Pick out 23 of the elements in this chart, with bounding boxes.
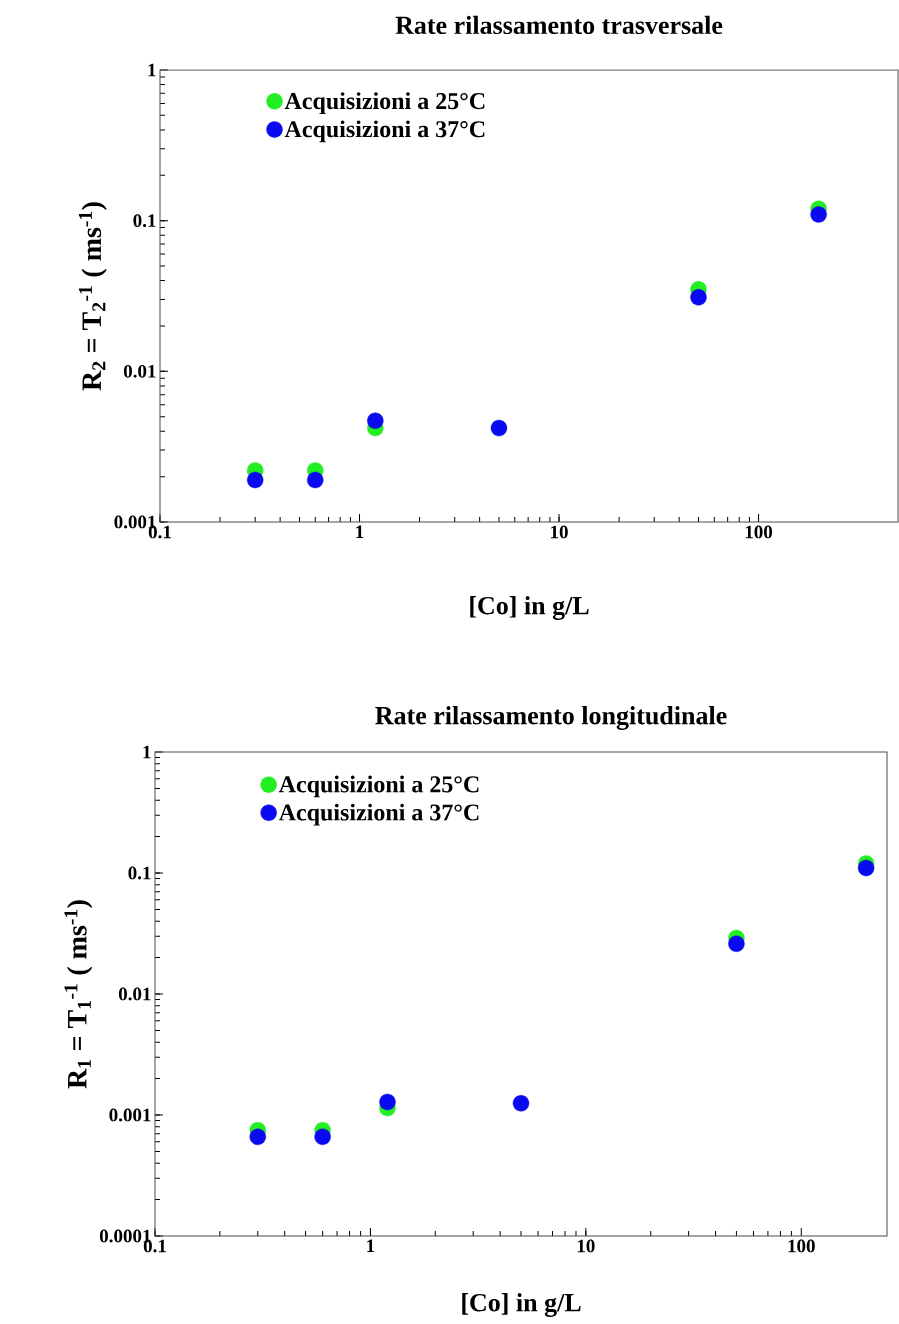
legend-label: Acquisizioni a 37°C xyxy=(284,120,485,143)
x-tick-label: 100 xyxy=(788,1239,815,1253)
y-tick-label: 0.001 xyxy=(109,1108,151,1122)
y-tick-label: 1 xyxy=(143,745,151,759)
y-tick-label: 0.01 xyxy=(123,364,156,378)
legend-label: Acquisizioni a 25°C xyxy=(278,775,479,798)
x-tick-label: 10 xyxy=(577,1239,595,1253)
x-tick-label: 1 xyxy=(356,525,364,539)
chart-title: Rate rilassamento trasversale xyxy=(395,15,723,35)
y-tick-label: 1 xyxy=(148,63,156,77)
x-axis-title: [Co] in g/L xyxy=(470,596,589,620)
y-tick-label: 0.1 xyxy=(128,866,151,880)
x-tick-label: 10 xyxy=(551,525,568,539)
y-axis-title: R$_{1}$ = T$_{1}$$^{-1}$ ( ms$^{-1}$) xyxy=(64,900,93,1089)
legend-label: Acquisizioni a 37°C xyxy=(278,803,479,826)
x-tick-label: 100 xyxy=(745,525,773,539)
y-axis-title: R$_{2}$ = T$_{2}$$^{-1}$ ( ms$^{-1}$) xyxy=(78,202,107,391)
x-axis-title: [Co] in g/L xyxy=(462,1293,581,1317)
x-tick-label: 1 xyxy=(367,1239,375,1253)
chart-title: Rate rilassamento longitudinale xyxy=(375,706,727,730)
y-tick-label: 0.1 xyxy=(133,214,156,228)
legend-label: Acquisizioni a 25°C xyxy=(284,92,485,115)
y-tick-label: 0.01 xyxy=(118,987,151,1001)
